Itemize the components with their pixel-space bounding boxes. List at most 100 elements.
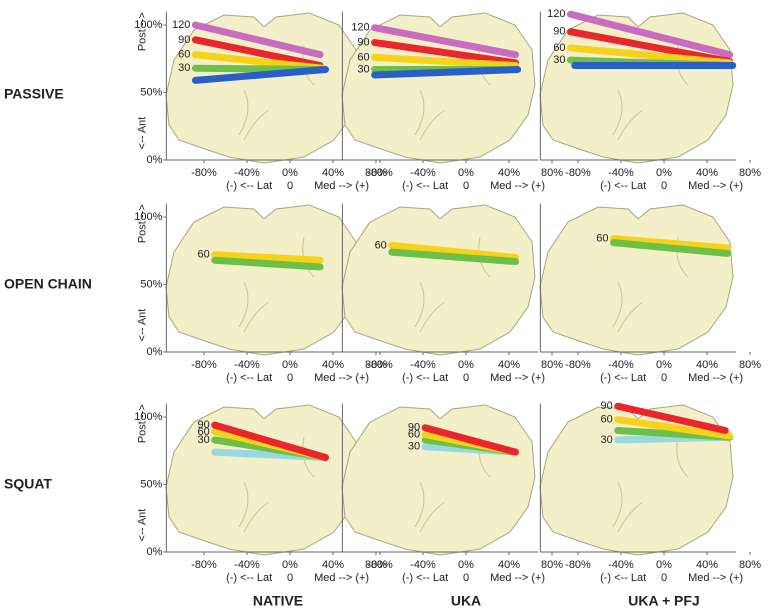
x-tick-label: -80% <box>565 559 591 571</box>
y-tick-label: 100% <box>134 411 162 423</box>
x-tick-label: 80% <box>541 359 563 371</box>
x-axis-label: 0 <box>661 572 667 584</box>
angle-label: 30 <box>553 54 565 66</box>
x-tick-label: -40% <box>608 167 634 179</box>
y-axis-label: Post --> <box>136 204 148 243</box>
angle-label: 60 <box>408 428 420 440</box>
x-tick-label: -80% <box>565 167 591 179</box>
contact-line <box>421 424 519 456</box>
x-tick-label: -40% <box>234 359 260 371</box>
x-tick-label: 40% <box>322 559 344 571</box>
x-tick-label: 0% <box>458 559 474 571</box>
angle-label: 90 <box>601 400 613 412</box>
x-tick-label: 40% <box>498 559 520 571</box>
x-tick-label: 0% <box>282 359 298 371</box>
angle-label: 60 <box>601 414 613 426</box>
contact-line <box>614 402 729 434</box>
y-tick-label: 0% <box>146 154 162 166</box>
contact-line <box>566 28 734 65</box>
x-tick-label: 80% <box>739 359 761 371</box>
x-axis-label: 0 <box>287 572 293 584</box>
row-label: PASSIVE <box>4 86 64 102</box>
x-axis-label: (-) <-- Lat <box>226 180 272 192</box>
x-tick-label: -80% <box>191 167 217 179</box>
x-axis-label: 0 <box>463 572 469 584</box>
contact-line <box>211 251 324 264</box>
angle-label: 30 <box>357 63 369 75</box>
contact-line <box>609 235 731 252</box>
x-axis-label: (-) <-- Lat <box>226 372 272 384</box>
contact-line <box>388 248 519 266</box>
row-label: OPEN CHAIN <box>4 276 92 292</box>
tibial-plateau <box>341 204 536 356</box>
y-axis-label: Post --> <box>136 404 148 443</box>
x-tick-label: 0% <box>458 359 474 371</box>
x-axis-label: (-) <-- Lat <box>600 372 646 384</box>
x-axis-label: Med --> (+) <box>688 572 743 584</box>
x-axis-label: 0 <box>661 372 667 384</box>
x-tick-label: 40% <box>696 359 718 371</box>
contact-line <box>566 44 734 67</box>
contact-line <box>388 241 519 261</box>
angle-label: 60 <box>553 42 565 54</box>
x-tick-label: 40% <box>498 359 520 371</box>
contact-line <box>211 421 329 461</box>
tibial-plateau <box>165 12 360 164</box>
column-label: NATIVE <box>253 593 303 609</box>
angle-label: 60 <box>198 249 210 261</box>
y-tick-label: 50% <box>140 478 162 490</box>
x-tick-label: 80% <box>541 167 563 179</box>
contact-line <box>211 256 324 271</box>
x-tick-label: 0% <box>282 559 298 571</box>
angle-label: 60 <box>198 426 210 438</box>
angle-label: 90 <box>408 422 420 434</box>
x-axis-label: (-) <-- Lat <box>402 572 448 584</box>
contact-line <box>566 10 734 59</box>
x-tick-label: -80% <box>367 559 393 571</box>
y-tick-label: 50% <box>140 86 162 98</box>
angle-label: 90 <box>178 34 190 46</box>
angle-label: 30 <box>601 434 613 446</box>
x-axis-label: Med --> (+) <box>314 572 369 584</box>
x-tick-label: 0% <box>656 359 672 371</box>
y-tick-label: 50% <box>140 278 162 290</box>
angle-label: 60 <box>357 51 369 63</box>
angle-label: 120 <box>351 22 369 34</box>
x-tick-label: 40% <box>322 167 344 179</box>
x-axis-label: (-) <-- Lat <box>600 180 646 192</box>
x-axis-label: (-) <-- Lat <box>600 572 646 584</box>
x-tick-label: 40% <box>322 359 344 371</box>
y-tick-label: 0% <box>146 546 162 558</box>
angle-label: 60 <box>178 49 190 61</box>
contact-line <box>614 416 734 440</box>
angle-label: 60 <box>375 239 387 251</box>
x-tick-label: -80% <box>367 167 393 179</box>
x-axis-label: Med --> (+) <box>490 180 545 192</box>
x-tick-label: -80% <box>191 559 217 571</box>
y-tick-label: 0% <box>146 346 162 358</box>
x-tick-label: 80% <box>365 359 387 371</box>
x-axis-label: 0 <box>287 372 293 384</box>
y-tick-label: 100% <box>134 19 162 31</box>
x-axis-label: Med --> (+) <box>490 372 545 384</box>
contact-line <box>191 66 329 84</box>
contact-line <box>191 21 324 59</box>
contact-line <box>371 24 519 59</box>
tibial-plateau <box>539 12 734 164</box>
angle-label: 30 <box>178 62 190 74</box>
contact-line <box>371 66 522 79</box>
tibial-plateau <box>341 12 536 164</box>
x-tick-label: -40% <box>234 167 260 179</box>
contact-line <box>371 39 519 67</box>
x-tick-label: -40% <box>608 559 634 571</box>
x-tick-label: 80% <box>365 559 387 571</box>
row-label: SQUAT <box>4 476 52 492</box>
angle-label: 120 <box>172 19 190 31</box>
x-tick-label: 80% <box>739 559 761 571</box>
x-tick-label: -80% <box>565 359 591 371</box>
y-tick-label: 100% <box>134 211 162 223</box>
angle-label: 90 <box>198 419 210 431</box>
column-label: UKA + PFJ <box>628 593 699 609</box>
angle-label: 120 <box>547 8 565 20</box>
